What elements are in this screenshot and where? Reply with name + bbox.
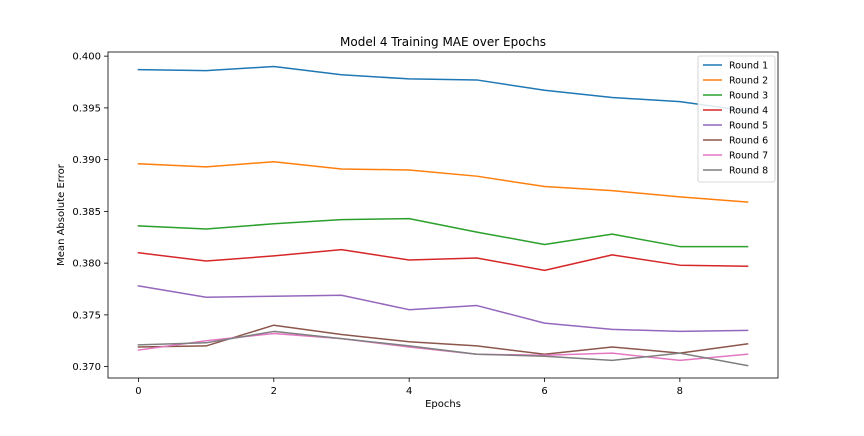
- y-tick-label: 0.370: [72, 362, 101, 373]
- plot-frame: [107, 51, 779, 379]
- series-line-8: [137, 330, 749, 367]
- x-tick-label: 0: [135, 386, 141, 397]
- y-tick-label: 0.390: [72, 155, 101, 166]
- legend-label: Round 6: [729, 136, 768, 147]
- legend-label: Round 8: [729, 166, 768, 177]
- legend-label: Round 4: [729, 106, 768, 117]
- legend-label: Round 7: [729, 151, 768, 162]
- series-line-4: [137, 248, 749, 272]
- y-tick-label: 0.400: [72, 52, 101, 63]
- series-line-5: [137, 285, 749, 333]
- legend-label: Round 1: [729, 61, 768, 72]
- x-axis-label: Epochs: [425, 399, 461, 410]
- x-tick-label: 2: [271, 386, 277, 397]
- y-axis-label: Mean Absolute Error: [56, 163, 67, 266]
- x-tick-label: 4: [406, 386, 412, 397]
- series-line-6: [137, 324, 749, 355]
- y-tick-label: 0.395: [72, 103, 101, 114]
- series-line-2: [137, 160, 749, 203]
- y-tick-label: 0.385: [72, 207, 101, 218]
- series-line-1: [137, 65, 749, 112]
- chart-title: Model 4 Training MAE over Epochs: [340, 35, 546, 49]
- plot-area: [108, 52, 778, 378]
- series-lines: [137, 65, 749, 367]
- legend: Round 1 Round 2 Round 3 Round 4 Round 5 Round…: [697, 55, 776, 183]
- x-tick-label: 8: [677, 386, 683, 397]
- legend-label: Round 2: [729, 76, 768, 87]
- legend-box: [697, 55, 776, 183]
- y-tick-label: 0.380: [72, 259, 101, 270]
- legend-label: Round 3: [729, 91, 768, 102]
- series-line-3: [137, 217, 749, 248]
- legend-label: Round 5: [729, 121, 768, 132]
- axes: 0 2 4 6 8 0.370 0.375 0.380 0.385 0.390 0.395 0.400: [72, 52, 683, 397]
- x-tick-label: 6: [541, 386, 547, 397]
- y-tick-label: 0.375: [72, 310, 101, 321]
